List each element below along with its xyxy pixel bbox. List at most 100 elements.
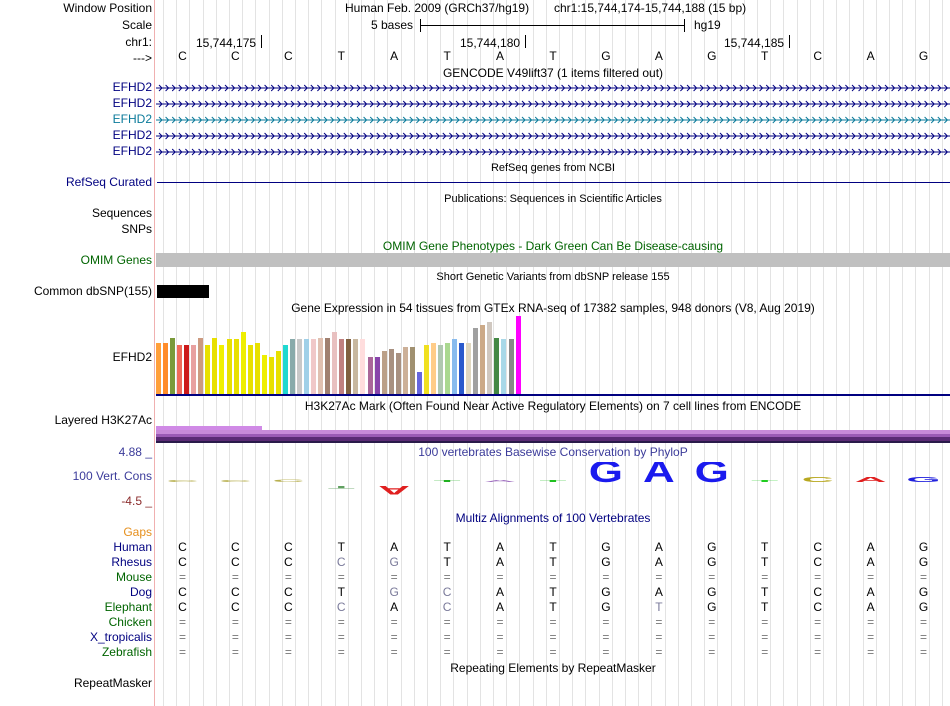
gtex-tissue-bar[interactable]	[226, 339, 232, 394]
gtex-tissue-bar[interactable]	[282, 344, 288, 394]
gencode-transcript-label[interactable]: EFHD2	[112, 128, 152, 142]
multiz-base: T	[549, 585, 557, 599]
gtex-tissue-bar[interactable]	[212, 337, 218, 394]
gtex-tissue-bar[interactable]	[346, 339, 352, 394]
gtex-tissue-bar[interactable]	[409, 347, 415, 394]
dbsnp-title[interactable]: Short Genetic Variants from dbSNP releas…	[436, 271, 670, 283]
gtex-tissue-bar[interactable]	[184, 344, 190, 394]
h3k27ac-label[interactable]: Layered H3K27Ac	[54, 413, 152, 427]
scale-text: 5 bases	[371, 18, 414, 32]
dbsnp-label[interactable]: Common dbSNP(155)	[33, 284, 152, 298]
gtex-tissue-bar[interactable]	[268, 356, 274, 394]
gtex-tissue-bar[interactable]	[487, 322, 493, 394]
gtex-tissue-bar[interactable]	[353, 339, 359, 394]
gtex-tissue-bar[interactable]	[360, 339, 366, 394]
gtex-tissue-bar[interactable]	[325, 337, 331, 394]
grid-line	[176, 0, 178, 706]
phylop-logo-letter: A	[643, 462, 675, 489]
gtex-tissue-bar[interactable]	[205, 344, 211, 394]
publications-label[interactable]: Sequences	[91, 206, 152, 220]
gtex-tissue-bar[interactable]	[254, 343, 260, 394]
gtex-tissue-bar[interactable]	[501, 339, 507, 394]
gtex-tissue-bar[interactable]	[191, 344, 197, 394]
gencode-transcript-label[interactable]: EFHD2	[112, 80, 152, 94]
refseq-title[interactable]: RefSeq genes from NCBI	[490, 162, 616, 174]
repeatmasker-title[interactable]: Repeating Elements by RepeatMasker	[450, 661, 656, 675]
gtex-tissue-bar[interactable]	[402, 347, 408, 394]
gtex-tissue-bar[interactable]	[311, 339, 317, 394]
omim-label[interactable]: OMIM Genes	[80, 253, 152, 267]
multiz-base: C	[178, 540, 187, 554]
gtex-tissue-bar[interactable]	[374, 357, 380, 394]
repeatmasker-label[interactable]: RepeatMasker	[73, 676, 152, 690]
refseq-gene-line[interactable]	[157, 182, 950, 183]
gtex-tissue-bar[interactable]	[508, 339, 514, 394]
omim-feature-bar[interactable]	[156, 253, 950, 267]
multiz-species-label[interactable]: Human	[113, 540, 152, 554]
gtex-tissue-bar[interactable]	[388, 348, 394, 394]
gencode-title[interactable]: GENCODE V49lift37 (1 items filtered out)	[442, 66, 664, 80]
gencode-transcript-label[interactable]: EFHD2	[112, 96, 152, 110]
gtex-tissue-bar[interactable]	[198, 337, 204, 394]
multiz-species-label[interactable]: Mouse	[115, 570, 152, 584]
gtex-tissue-bar[interactable]	[163, 342, 169, 394]
gtex-tissue-bar[interactable]	[466, 342, 472, 394]
gtex-tissue-bar[interactable]	[304, 339, 310, 394]
h3k27ac-title[interactable]: H3K27Ac Mark (Often Found Near Active Re…	[304, 399, 802, 413]
multiz-title[interactable]: Multiz Alignments of 100 Vertebrates	[455, 511, 651, 525]
multiz-species-label[interactable]: Zebrafish	[101, 645, 152, 659]
grid-line	[928, 0, 930, 706]
gtex-tissue-bar[interactable]	[240, 332, 246, 394]
gencode-transcript-label[interactable]: EFHD2	[112, 144, 152, 158]
gtex-tissue-bar[interactable]	[367, 357, 373, 394]
coord-tick-1	[261, 35, 262, 48]
gtex-tissue-bar[interactable]	[318, 337, 324, 394]
gtex-tissue-bar[interactable]	[381, 351, 387, 394]
multiz-species-label[interactable]: Dog	[129, 585, 152, 599]
phylop-logo[interactable]: C C CT AT A T G A G T C A G	[156, 462, 950, 502]
gtex-tissue-bar[interactable]	[395, 353, 401, 394]
gtex-tissue-bar[interactable]	[261, 355, 267, 394]
gtex-tissue-bar[interactable]	[494, 337, 500, 394]
gtex-tissue-bar[interactable]	[219, 344, 225, 394]
gtex-tissue-bar[interactable]	[445, 342, 451, 394]
phylop-title[interactable]: 100 vertebrates Basewise Conservation by…	[418, 445, 688, 459]
gtex-tissue-bar[interactable]	[480, 325, 486, 394]
gtex-tissue-bar[interactable]	[459, 342, 465, 394]
gtex-tissue-bar[interactable]	[515, 316, 521, 394]
gtex-tissue-bar[interactable]	[332, 332, 338, 394]
multiz-species-label[interactable]: Chicken	[108, 615, 152, 629]
gtex-title[interactable]: Gene Expression in 54 tissues from GTEx …	[291, 301, 815, 315]
publications-title[interactable]: Publications: Sequences in Scientific Ar…	[444, 193, 662, 205]
phylop-label[interactable]: 100 Vert. Cons	[72, 469, 152, 483]
gtex-tissue-bar[interactable]	[438, 344, 443, 394]
phylop-logo-letter: G	[589, 462, 623, 489]
gtex-label[interactable]: EFHD2	[112, 350, 152, 364]
gtex-tissue-bar[interactable]	[430, 342, 436, 394]
omim-title[interactable]: OMIM Gene Phenotypes - Dark Green Can Be…	[382, 239, 724, 253]
gtex-tissue-bar[interactable]	[473, 328, 479, 394]
gencode-transcript-label[interactable]: EFHD2	[112, 112, 152, 126]
gtex-tissue-bar[interactable]	[156, 342, 161, 394]
gtex-tissue-bar[interactable]	[416, 372, 422, 394]
snps-label[interactable]: SNPs	[121, 222, 152, 236]
gtex-tissue-bar[interactable]	[247, 344, 253, 394]
multiz-species-label[interactable]: X_tropicalis	[89, 630, 152, 644]
grid-line	[664, 0, 666, 706]
multiz-species-label[interactable]: Elephant	[104, 600, 152, 614]
gtex-tissue-bar[interactable]	[170, 337, 176, 394]
dbsnp-variant-block[interactable]	[157, 285, 209, 298]
gtex-tissue-bar[interactable]	[452, 339, 458, 394]
gtex-tissue-bar[interactable]	[297, 339, 302, 394]
gtex-tissue-bar[interactable]	[339, 339, 345, 394]
refseq-label[interactable]: RefSeq Curated	[65, 175, 152, 189]
position-text[interactable]: chr1:15,744,174-15,744,188 (15 bp)	[554, 1, 747, 15]
gtex-tissue-bar[interactable]	[423, 344, 429, 394]
gencode-transcripts[interactable]	[156, 80, 950, 160]
gtex-bar-chart[interactable]	[156, 316, 556, 394]
gtex-tissue-bar[interactable]	[289, 339, 295, 394]
gtex-tissue-bar[interactable]	[177, 344, 183, 394]
multiz-species-label[interactable]: Rhesus	[111, 555, 152, 569]
gtex-tissue-bar[interactable]	[275, 351, 281, 394]
gtex-tissue-bar[interactable]	[233, 339, 239, 394]
